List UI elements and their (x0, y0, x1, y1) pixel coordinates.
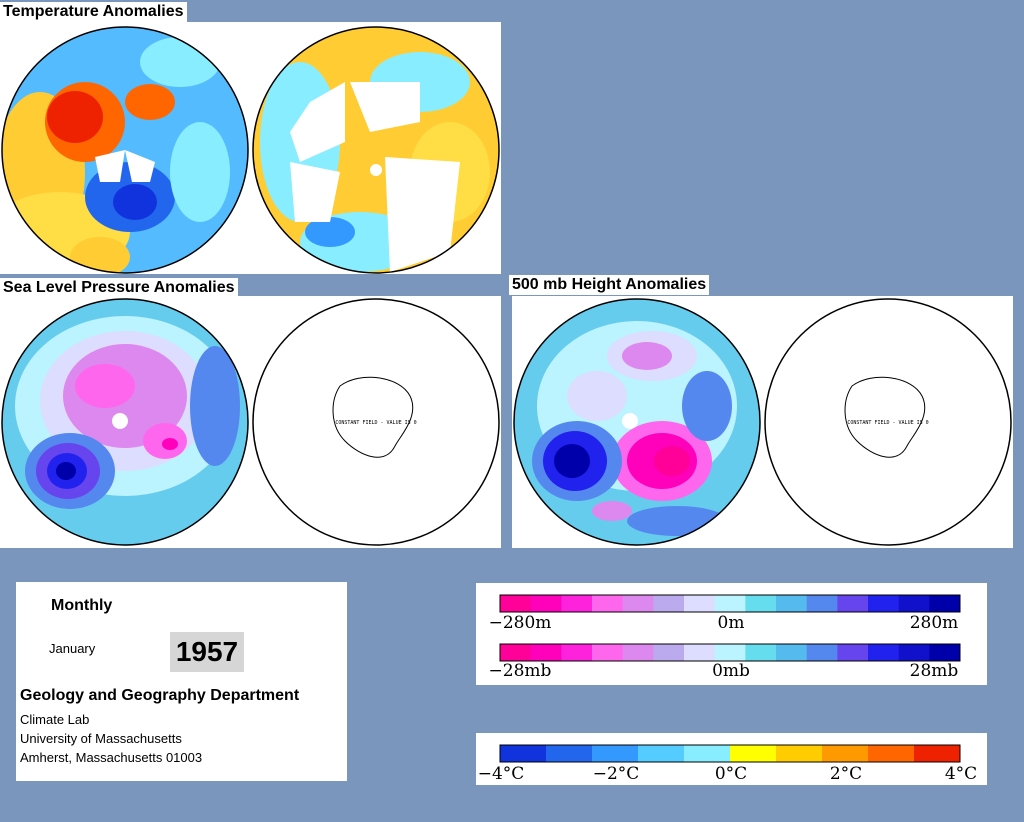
slp-maps: CONSTANT FIELD - VALUE IS 0 (1, 298, 500, 546)
h500-constant-field-note: CONSTANT FIELD - VALUE IS 0 (847, 420, 928, 426)
height-colorbar-swatch (806, 595, 838, 612)
height-pressure-legend: −280m 0m 280m −28mb 0mb 28mb (476, 583, 987, 685)
address-label: Amherst, Massachusetts 01003 (20, 750, 203, 765)
pressure-colorbar-swatch (837, 644, 869, 661)
temperature-map-north (2, 27, 248, 273)
temperature-title: Temperature Anomalies (0, 2, 187, 22)
pressure-tick-min: −28mb (489, 661, 552, 681)
slp-title: Sea Level Pressure Anomalies (0, 278, 238, 298)
temperature-panel (0, 22, 501, 274)
height-colorbar-swatch (500, 595, 532, 612)
height-colorbar-swatch (745, 595, 777, 612)
temperature-colorbar-swatch (684, 745, 731, 762)
height-colorbar-border (499, 594, 961, 613)
slp-map-south (252, 298, 500, 546)
pressure-colorbar-swatch (653, 644, 685, 661)
temperature-colorbar-border (499, 744, 961, 763)
height-colorbar-swatch (530, 595, 562, 612)
height-colorbar-swatch (929, 595, 961, 612)
temperature-legend: −4°C −2°C 0°C 2°C 4°C (476, 733, 987, 785)
temp-tick-5: 4°C (945, 764, 977, 784)
pressure-colorbar-swatch (561, 644, 593, 661)
h500-map-south (764, 298, 1012, 546)
height-colorbar-swatch (622, 595, 654, 612)
height-colorbar-swatch (561, 595, 593, 612)
period-label: Monthly (51, 597, 113, 614)
pressure-colorbar-swatch (530, 644, 562, 661)
pressure-colorbar-swatch (714, 644, 746, 661)
height-tick-zero: 0m (718, 613, 745, 633)
pressure-colorbar-swatch (868, 644, 900, 661)
pressure-colorbar-swatch (684, 644, 716, 661)
slp-panel: CONSTANT FIELD - VALUE IS 0 (0, 296, 501, 548)
h500-maps: CONSTANT FIELD - VALUE IS 0 (513, 298, 1012, 546)
h500-title: 500 mb Height Anomalies (509, 275, 710, 295)
temperature-colorbar-swatch (868, 745, 915, 762)
temperature-colorbar-swatch (546, 745, 593, 762)
h500-panel: CONSTANT FIELD - VALUE IS 0 (512, 296, 1013, 548)
height-colorbar-swatch (868, 595, 900, 612)
pressure-colorbar-swatch (592, 644, 624, 661)
height-colorbar-swatch (898, 595, 930, 612)
pressure-tick-max: 28mb (910, 661, 959, 681)
temperature-colorbar-swatch (500, 745, 547, 762)
pressure-colorbar-swatch (806, 644, 838, 661)
h500-map-north (514, 299, 760, 545)
lab-label: Climate Lab (20, 712, 90, 727)
pressure-colorbar (499, 643, 961, 662)
year-label: 1957 (170, 632, 244, 672)
slp-constant-field-note: CONSTANT FIELD - VALUE IS 0 (335, 420, 416, 426)
height-colorbar-swatch (592, 595, 624, 612)
temperature-colorbar-swatch (822, 745, 869, 762)
height-tick-min: −280m (489, 613, 552, 633)
pressure-tick-zero: 0mb (712, 661, 750, 681)
temperature-colorbar-swatch (730, 745, 777, 762)
department-label: Geology and Geography Department (20, 687, 300, 704)
pressure-colorbar-border (499, 643, 961, 662)
height-colorbar-swatch (837, 595, 869, 612)
pressure-colorbar-swatch (929, 644, 961, 661)
temperature-colorbar-swatch (638, 745, 685, 762)
info-box: Monthly January 1957 Geology and Geograp… (16, 582, 347, 781)
temperature-colorbar (499, 744, 961, 763)
height-colorbar (499, 594, 961, 613)
height-tick-max: 280m (910, 613, 959, 633)
slp-map-north (2, 299, 248, 545)
pressure-colorbar-swatch (776, 644, 808, 661)
temperature-colorbar-swatch (914, 745, 961, 762)
university-label: University of Massachusetts (20, 731, 182, 746)
month-label: January (49, 641, 96, 656)
height-colorbar-swatch (684, 595, 716, 612)
pressure-colorbar-swatch (898, 644, 930, 661)
height-colorbar-swatch (714, 595, 746, 612)
temperature-colorbar-swatch (592, 745, 639, 762)
pressure-colorbar-swatch (745, 644, 777, 661)
height-colorbar-swatch (653, 595, 685, 612)
temperature-map-south (253, 27, 499, 273)
temp-tick-1: −4°C (478, 764, 525, 784)
temp-tick-4: 2°C (830, 764, 862, 784)
temp-tick-3: 0°C (715, 764, 747, 784)
pressure-colorbar-swatch (622, 644, 654, 661)
temp-tick-2: −2°C (593, 764, 640, 784)
temperature-maps (1, 26, 500, 274)
height-colorbar-swatch (776, 595, 808, 612)
pressure-colorbar-swatch (500, 644, 532, 661)
temperature-colorbar-swatch (776, 745, 823, 762)
